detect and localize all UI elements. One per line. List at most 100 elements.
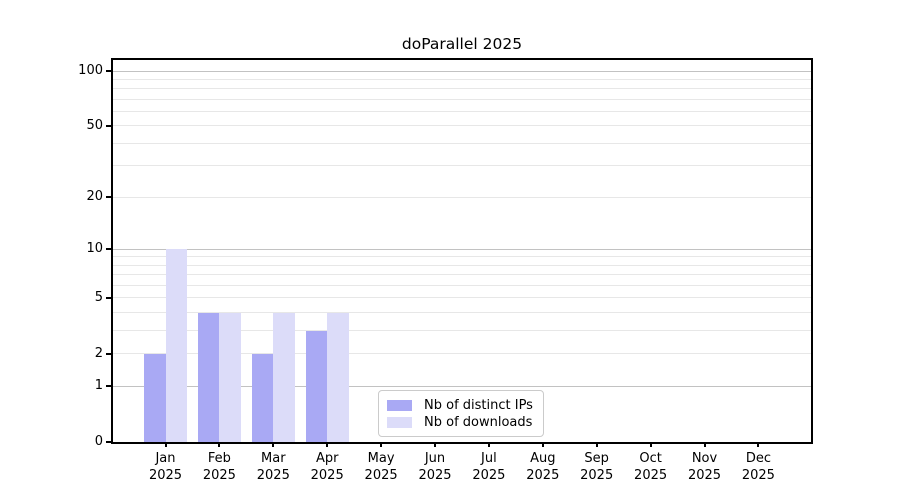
y-tick-label: 100 <box>78 63 103 78</box>
x-tick-label: Apr 2025 <box>295 450 359 484</box>
x-tick-label: Nov 2025 <box>673 450 737 484</box>
x-tick-mark <box>380 442 383 447</box>
bar-downloads <box>327 312 349 442</box>
x-tick-mark <box>487 442 490 447</box>
x-tick-mark <box>757 442 760 447</box>
y-gridline <box>113 353 811 355</box>
x-tick-year: 2025 <box>418 468 452 483</box>
y-tick-label: 10 <box>86 241 103 257</box>
legend-item-distinct-ips: Nb of distinct IPs <box>387 397 533 414</box>
x-tick-month: Jan <box>155 451 176 466</box>
y-gridline <box>113 256 811 258</box>
legend: Nb of distinct IPs Nb of downloads <box>378 390 544 437</box>
bar-distinct-ips <box>197 312 220 442</box>
x-tick-year: 2025 <box>364 468 398 483</box>
x-tick-year: 2025 <box>310 468 344 483</box>
x-tick-year: 2025 <box>256 468 290 483</box>
x-tick-label: Oct 2025 <box>619 450 683 484</box>
y-tick-label: 0 <box>94 434 103 449</box>
x-tick-label: Dec 2025 <box>726 450 790 484</box>
x-tick-mark <box>272 442 275 447</box>
x-tick-label: Sep 2025 <box>565 450 629 484</box>
x-tick-year: 2025 <box>202 468 236 483</box>
x-tick-mark <box>164 442 167 447</box>
x-tick-mark <box>649 442 652 447</box>
distinct-ips-swatch-icon <box>387 400 412 411</box>
y-gridline <box>113 78 811 80</box>
x-tick-mark <box>541 442 544 447</box>
y-tick-mark <box>106 385 111 388</box>
legend-label: Nb of downloads <box>424 415 533 430</box>
y-gridline <box>113 70 811 72</box>
y-tick-label: 50 <box>86 117 103 133</box>
downloads-swatch-icon <box>387 417 412 428</box>
y-gridline <box>113 165 811 167</box>
x-tick-year: 2025 <box>472 468 506 483</box>
x-tick-label: Jun 2025 <box>403 450 467 484</box>
x-tick-year: 2025 <box>741 468 775 483</box>
y-tick-mark <box>106 70 111 72</box>
y-gridline <box>113 142 811 144</box>
y-gridline <box>113 385 811 387</box>
x-tick-mark <box>434 442 436 447</box>
x-tick-label: Jan 2025 <box>134 450 198 484</box>
x-tick-month: Apr <box>315 451 339 466</box>
y-gridline <box>113 111 811 113</box>
x-tick-label: Aug 2025 <box>511 450 575 484</box>
bar-distinct-ips <box>144 353 166 442</box>
y-tick-mark <box>106 352 111 355</box>
x-tick-month: Jul <box>481 451 497 466</box>
x-tick-month: May <box>367 451 395 466</box>
y-tick-mark <box>106 124 111 127</box>
x-tick-mark <box>703 442 706 447</box>
bar-distinct-ips <box>251 353 274 442</box>
x-tick-month: Aug <box>530 451 556 466</box>
bar-downloads <box>219 312 241 442</box>
x-tick-year: 2025 <box>634 468 668 483</box>
x-tick-month: Dec <box>745 451 771 466</box>
y-gridline <box>113 196 811 198</box>
y-tick-label: 1 <box>94 378 103 394</box>
chart-title: doParallel 2025 <box>401 35 523 53</box>
x-tick-label: Jul 2025 <box>457 450 521 484</box>
legend-label: Nb of distinct IPs <box>424 398 533 413</box>
y-gridline <box>113 264 811 266</box>
x-tick-mark <box>326 442 329 447</box>
y-tick-label: 5 <box>94 289 103 305</box>
x-tick-mark <box>595 442 598 447</box>
x-tick-year: 2025 <box>687 468 722 483</box>
x-tick-label: May 2025 <box>349 450 413 484</box>
x-tick-mark <box>218 442 221 447</box>
y-gridline <box>113 98 811 100</box>
x-tick-month: Nov <box>691 451 718 466</box>
y-tick-mark <box>106 248 111 251</box>
x-tick-year: 2025 <box>526 468 560 483</box>
y-tick-mark <box>106 441 111 443</box>
y-gridline <box>113 312 811 314</box>
y-tick-mark <box>106 196 111 199</box>
x-tick-month: Mar <box>261 451 286 466</box>
x-tick-month: Jun <box>424 451 446 466</box>
x-tick-year: 2025 <box>148 468 183 483</box>
x-tick-label: Feb 2025 <box>187 450 251 484</box>
y-gridline <box>113 88 811 90</box>
y-gridline <box>113 125 811 127</box>
y-tick-label: 2 <box>94 345 103 361</box>
x-tick-month: Oct <box>639 451 662 466</box>
bar-downloads <box>273 312 295 442</box>
y-tick-label: 20 <box>86 189 103 205</box>
y-tick-mark <box>106 296 111 299</box>
y-gridline <box>113 297 811 299</box>
x-tick-year: 2025 <box>580 468 614 483</box>
legend-item-downloads: Nb of downloads <box>387 414 533 431</box>
y-gridline <box>113 285 811 287</box>
bar-downloads <box>165 249 187 442</box>
x-tick-month: Sep <box>584 451 609 466</box>
bar-distinct-ips <box>305 330 328 442</box>
x-tick-month: Feb <box>207 451 231 466</box>
y-gridline <box>113 274 811 276</box>
y-gridline <box>113 330 811 332</box>
x-tick-label: Mar 2025 <box>241 450 305 484</box>
